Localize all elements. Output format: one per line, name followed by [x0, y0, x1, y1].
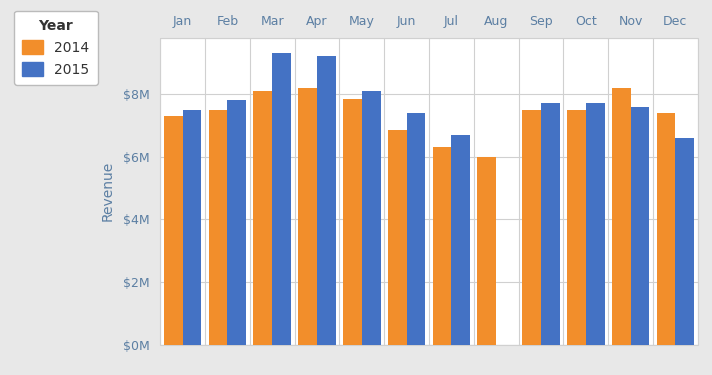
- Bar: [433, 147, 451, 345]
- Legend: 2014, 2015: 2014, 2015: [14, 11, 98, 85]
- Y-axis label: Revenue: Revenue: [100, 161, 115, 221]
- Bar: [272, 53, 291, 345]
- Bar: [209, 110, 227, 345]
- Bar: [253, 91, 272, 345]
- Bar: [317, 56, 336, 345]
- Bar: [362, 91, 381, 345]
- Bar: [164, 116, 182, 345]
- Bar: [407, 113, 425, 345]
- Bar: [586, 104, 604, 345]
- Bar: [477, 157, 496, 345]
- Bar: [631, 106, 649, 345]
- Bar: [227, 100, 246, 345]
- Bar: [388, 130, 407, 345]
- Bar: [541, 104, 560, 345]
- Bar: [343, 99, 362, 345]
- Bar: [567, 110, 586, 345]
- Bar: [656, 113, 676, 345]
- Bar: [676, 138, 694, 345]
- Bar: [522, 110, 541, 345]
- Bar: [182, 110, 201, 345]
- Bar: [612, 88, 631, 345]
- Bar: [298, 88, 317, 345]
- Bar: [451, 135, 470, 345]
